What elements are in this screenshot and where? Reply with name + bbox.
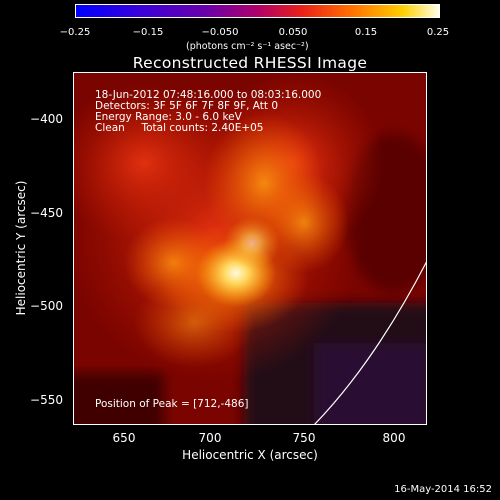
- detectors-text: Detectors: 3F 5F 6F 7F 8F 9F, Att 0: [95, 100, 279, 112]
- colorbar-tick: 0.25: [426, 27, 450, 38]
- x-tick-label: 750: [292, 431, 316, 445]
- energy-range-text: Energy Range: 3.0 - 6.0 keV: [95, 111, 242, 123]
- y-tick-label: −500: [30, 299, 63, 313]
- image-title: Reconstructed RHESSI Image: [132, 54, 368, 72]
- x-tick-label: 800: [382, 431, 406, 445]
- y-axis-label: Heliocentric Y (arcsec): [14, 180, 28, 316]
- colorbar-tick: 0.15: [354, 27, 378, 38]
- solar-limb-curve: [313, 260, 427, 425]
- peak-position-text: Position of Peak = [712,-486]: [95, 398, 249, 410]
- colorbar-tick: 0.050: [278, 27, 308, 38]
- colorbar-tick: −0.050: [201, 27, 239, 38]
- y-tick-label: −400: [30, 112, 63, 126]
- y-tick-label: −450: [30, 206, 63, 220]
- time-range-text: 18-Jun-2012 07:48:16.000 to 08:03:16.000: [95, 89, 322, 101]
- clean-counts-text: Clean Total counts: 2.40E+05: [95, 122, 264, 134]
- x-tick-label: 650: [112, 431, 136, 445]
- colorbar-units: (photons cm⁻² s⁻¹ asec⁻²): [186, 41, 309, 52]
- y-tick-label: −550: [30, 393, 63, 407]
- colorbar-tick: −0.15: [132, 27, 164, 38]
- x-tick-label: 700: [198, 431, 222, 445]
- rhessi-image: [74, 73, 427, 425]
- timestamp-footer: 16-May-2014 16:52: [394, 484, 492, 495]
- x-axis-label: Heliocentric X (arcsec): [182, 448, 318, 462]
- colorbar: [75, 4, 440, 18]
- colorbar-tick: −0.25: [59, 27, 91, 38]
